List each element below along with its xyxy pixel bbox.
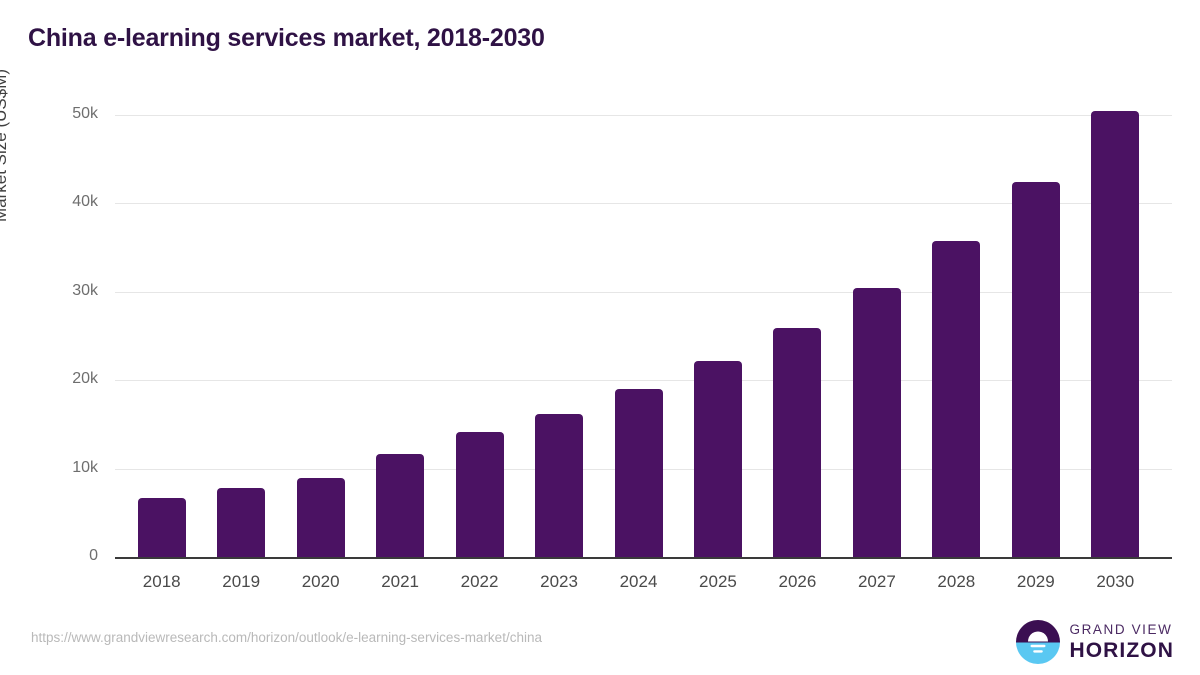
x-tick-label: 2022 bbox=[460, 572, 499, 591]
bar[interactable] bbox=[693, 360, 742, 557]
x-tick-label: 2028 bbox=[937, 572, 976, 591]
y-tick-label: 50k bbox=[72, 105, 98, 122]
bar[interactable] bbox=[773, 328, 822, 557]
page-title: China e-learning services market, 2018-2… bbox=[28, 24, 545, 52]
x-tick-label: 2023 bbox=[540, 572, 578, 591]
gridline bbox=[115, 291, 1172, 293]
gridline bbox=[115, 115, 1172, 116]
y-tick-label: 40k bbox=[72, 193, 98, 211]
y-tick-label: 0 bbox=[89, 547, 98, 564]
x-tick-label: 2024 bbox=[619, 572, 658, 591]
x-tick-label: 2029 bbox=[1016, 572, 1055, 591]
bar[interactable] bbox=[932, 240, 981, 557]
x-tick-label: 2027 bbox=[857, 572, 896, 591]
logo-line-grand-view: GRAND VIEW bbox=[1069, 622, 1173, 638]
bar[interactable] bbox=[614, 389, 663, 557]
bar[interactable] bbox=[376, 453, 425, 557]
x-tick-label: 2020 bbox=[301, 572, 340, 591]
bar[interactable] bbox=[535, 413, 584, 557]
bar[interactable] bbox=[1011, 182, 1060, 557]
source-url[interactable]: https://www.grandviewresearch.com/horizo… bbox=[31, 630, 542, 645]
horizon-logo-icon bbox=[1016, 620, 1061, 664]
x-tick-label: 2021 bbox=[381, 572, 420, 591]
y-tick-label: 30k bbox=[72, 281, 98, 299]
y-axis-label: Market Size (US$M) bbox=[0, 68, 10, 222]
plot-area bbox=[115, 111, 1172, 557]
x-tick-label: 2025 bbox=[699, 572, 737, 591]
gridline bbox=[115, 203, 1172, 205]
logo-wordmark: GRAND VIEW HORIZON bbox=[1069, 623, 1174, 661]
y-tick-label: 20k bbox=[72, 370, 98, 388]
x-tick-label: 2018 bbox=[142, 572, 181, 591]
y-tick-label: 10k bbox=[72, 458, 98, 476]
grand-view-horizon-logo[interactable]: GRAND VIEW HORIZON bbox=[1016, 620, 1174, 664]
gridline bbox=[115, 380, 1172, 382]
x-axis-line bbox=[115, 557, 1172, 559]
bar[interactable] bbox=[1091, 111, 1140, 557]
bar[interactable] bbox=[296, 478, 345, 557]
bar[interactable] bbox=[455, 432, 504, 557]
x-tick-label: 2019 bbox=[222, 572, 261, 591]
x-tick-label: 2030 bbox=[1096, 572, 1135, 591]
bar[interactable] bbox=[852, 288, 901, 557]
bar[interactable] bbox=[217, 488, 266, 557]
logo-line-horizon: HORIZON bbox=[1069, 638, 1174, 662]
bar[interactable] bbox=[137, 497, 186, 557]
x-tick-label: 2026 bbox=[778, 572, 817, 591]
